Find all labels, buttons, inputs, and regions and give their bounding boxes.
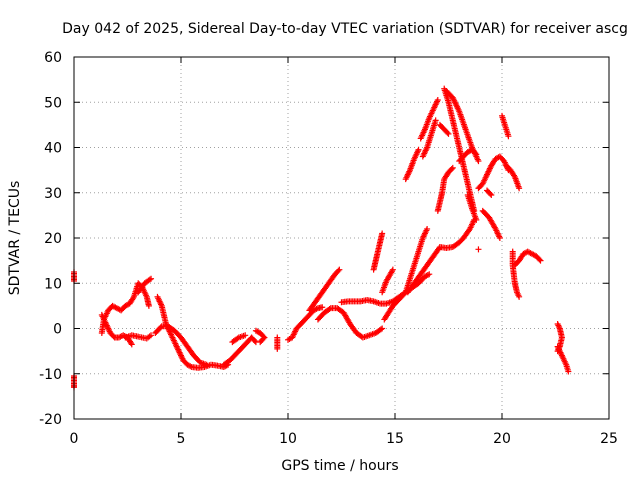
data-point (473, 216, 480, 223)
data-series-arc-37 (509, 248, 523, 300)
data-series-arc-38 (511, 248, 544, 269)
data-point (484, 187, 491, 194)
data-point (475, 158, 482, 165)
data-series-arc-34 (484, 187, 495, 199)
data-point (565, 368, 572, 375)
data-point (536, 256, 543, 263)
data-point (148, 332, 155, 339)
data-point (274, 345, 281, 352)
data-series-arc-20 (404, 244, 443, 296)
y-tick-label: 10 (44, 276, 62, 292)
data-series-arc-19 (379, 266, 396, 296)
data-series-arc-5 (122, 332, 155, 342)
x-tick-label: 20 (493, 431, 511, 447)
data-point (148, 275, 155, 282)
label-layer: 0 5 10 15 20 25 -20 -10 0 10 20 30 40 50 60 (39, 50, 618, 447)
data-series-arc-31 (475, 246, 482, 253)
data-point (379, 289, 386, 296)
data-point (415, 146, 422, 153)
data-point (335, 267, 342, 274)
data-point (258, 337, 265, 344)
data-point (438, 123, 445, 130)
tick-layer (73, 56, 610, 420)
data-series-arc-36 (503, 162, 523, 192)
data-point (251, 337, 258, 344)
x-tick-label: 10 (279, 431, 297, 447)
data-series-arc-35 (499, 112, 512, 140)
data-point (449, 164, 456, 171)
data-point (145, 302, 152, 309)
data-point (128, 341, 135, 348)
data-point (257, 339, 264, 346)
y-tick-label: 40 (44, 141, 62, 157)
data-point (516, 293, 523, 300)
y-tick-label: 60 (44, 50, 62, 66)
data-point (448, 165, 455, 172)
data-series-arc-12 (274, 334, 281, 352)
data-point (146, 276, 153, 283)
x-tick-label: 15 (386, 431, 404, 447)
data-series-arc-22 (417, 96, 441, 142)
data-series-arc-30 (464, 192, 480, 223)
data-point (203, 361, 210, 368)
y-tick-label: 50 (44, 95, 62, 111)
data-series-arc-6 (135, 275, 155, 296)
data-series-arc-15 (306, 266, 343, 314)
data-point (379, 325, 386, 332)
data-series-arc-29 (456, 146, 480, 165)
data-series-arc-21 (402, 146, 422, 183)
data-point (475, 246, 482, 253)
data-point (473, 151, 480, 158)
data-point (157, 324, 164, 331)
y-tick-label: 20 (44, 231, 62, 247)
x-tick-label: 0 (70, 431, 79, 447)
data-series-arc-23 (419, 117, 439, 160)
data-series-arc-33 (479, 207, 503, 241)
data-series-arc-8 (152, 323, 210, 368)
data-point (326, 306, 333, 313)
data-point (379, 230, 386, 237)
data-series-arc-11 (252, 327, 268, 346)
data-point (242, 332, 249, 339)
data-point (127, 339, 134, 346)
data-point (537, 257, 544, 264)
data-point (426, 271, 433, 278)
data-series-arc-24 (434, 164, 456, 214)
data-point (472, 150, 479, 157)
data-point (516, 185, 523, 192)
y-tick-label: -10 (39, 367, 62, 383)
data-point (377, 326, 384, 333)
y-tick-label: -20 (39, 412, 62, 428)
data-series-arc-17 (370, 230, 386, 273)
data-layer (71, 85, 572, 391)
data-series-arc-40 (554, 343, 572, 375)
data-series-arc-27 (436, 121, 452, 137)
data-series-arc-14 (314, 305, 386, 341)
data-point (436, 121, 443, 128)
data-point (424, 225, 431, 232)
data-series-arc-10 (229, 332, 249, 346)
data-series-arc-9 (220, 334, 259, 368)
data-point (434, 96, 441, 103)
data-point (319, 304, 326, 311)
x-tick-label: 25 (600, 431, 618, 447)
data-point (336, 266, 343, 273)
data-point (432, 117, 439, 124)
x-tick-label: 5 (177, 431, 186, 447)
y-tick-label: 30 (44, 186, 62, 202)
data-point (496, 235, 503, 241)
data-point (485, 188, 492, 195)
data-point (505, 133, 512, 140)
x-axis-label: GPS time / hours (281, 458, 398, 474)
data-point (130, 295, 137, 302)
y-axis-label: SDTVAR / TECUs (7, 181, 23, 296)
y-tick-label: 0 (53, 322, 62, 338)
chart-title: Day 042 of 2025, Sidereal Day-to-day VTE… (62, 21, 628, 37)
